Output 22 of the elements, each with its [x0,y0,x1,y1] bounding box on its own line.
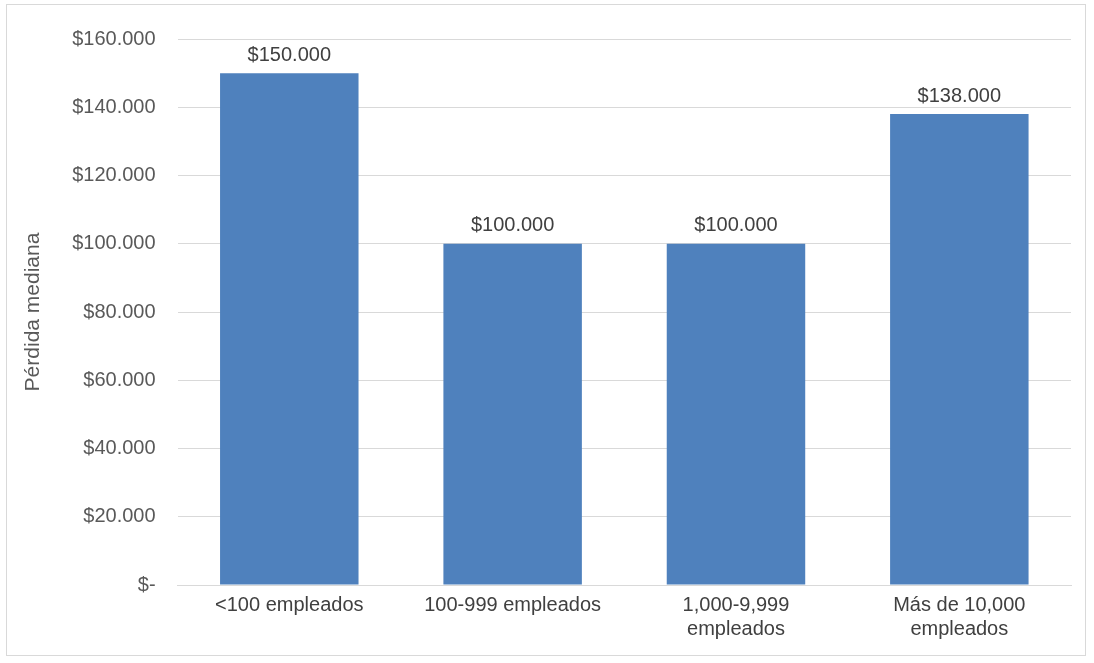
data-label: $100.000 [470,213,555,236]
y-tick-label: $120.000 [72,163,156,186]
y-tick-label: $80.000 [83,299,156,322]
data-label: $100.000 [694,213,778,236]
bar [220,73,359,585]
y-tick-label: $20.000 [83,504,156,527]
x-tick-label: 1,000-9,999 empleados [682,592,790,639]
data-label: $138.000 [917,83,1002,106]
y-tick-label: $140.000 [72,94,156,117]
bar [666,243,806,585]
y-tick-label: $60.000 [83,367,156,390]
y-tick-label: $- [137,572,156,595]
x-tick-label: Más de 10,000 empleados [893,592,1026,639]
bar [890,114,1029,585]
y-tick-label: $40.000 [83,436,156,459]
x-tick-label: 100-999 empleados [424,592,602,615]
y-tick-label: $100.000 [72,231,156,254]
x-tick-label: <100 empleados [215,592,364,615]
y-axis-title: Pérdida mediana [20,232,44,392]
data-label: $150.000 [247,42,331,65]
bar [443,243,582,585]
y-tick-label: $160.000 [72,26,156,49]
